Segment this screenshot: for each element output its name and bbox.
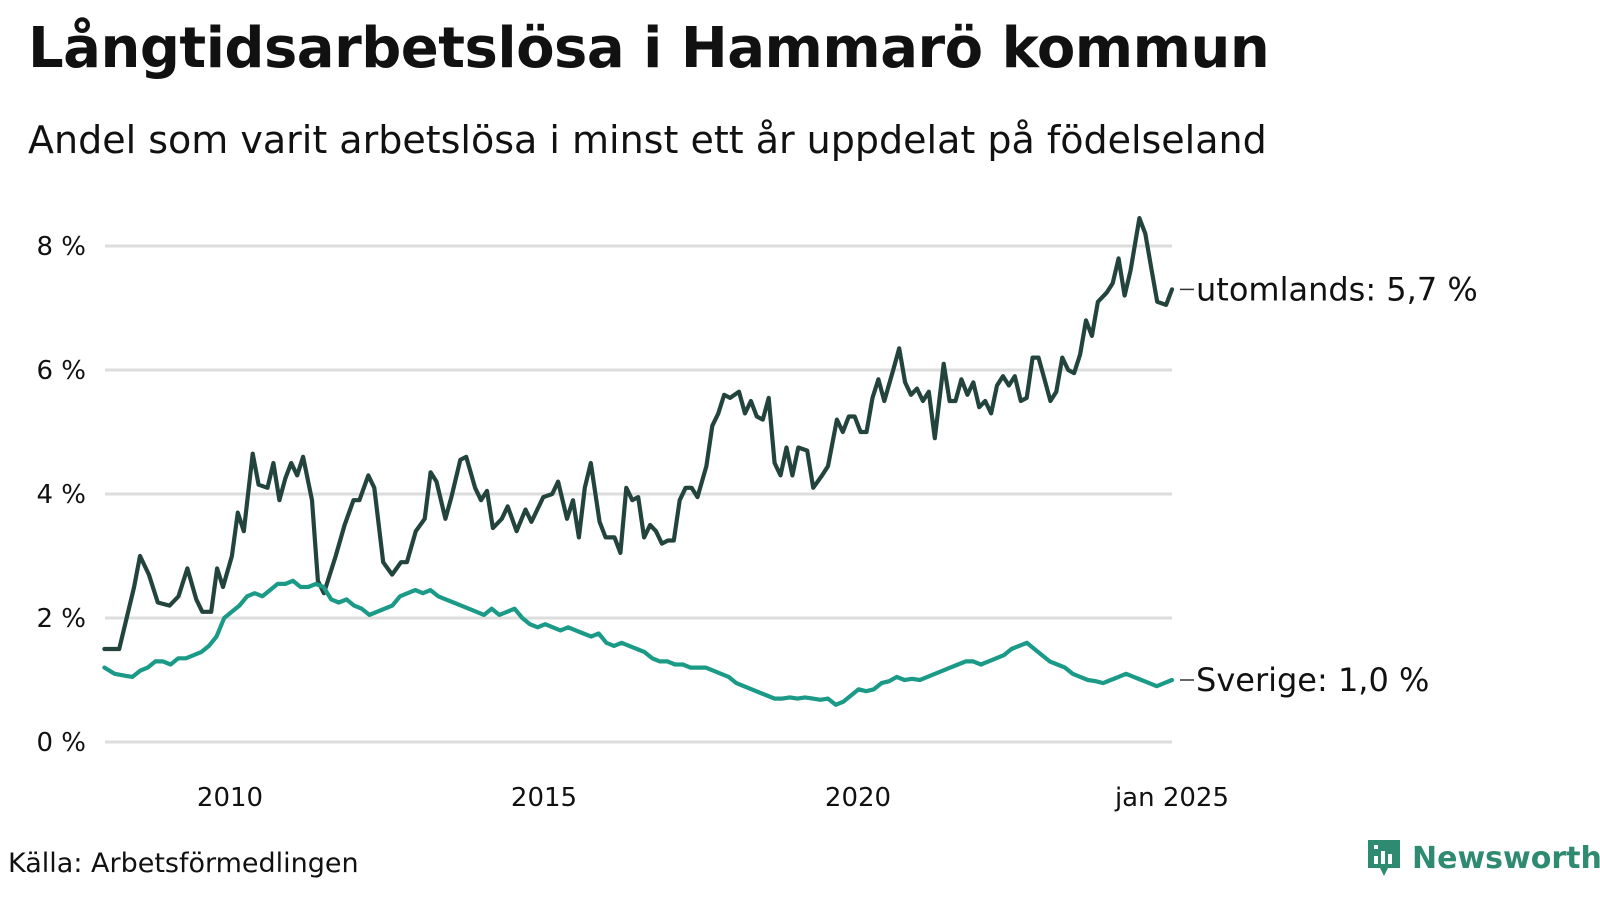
x-tick-label: 2020 <box>825 783 891 813</box>
series-label-sverige: Sverige: 1,0 % <box>1196 661 1429 699</box>
series-label-utomlands: utomlands: 5,7 % <box>1196 270 1478 308</box>
brand-name: Newsworthy <box>1412 840 1600 876</box>
y-tick-label: 4 % <box>36 480 86 510</box>
series-line-utomlands <box>102 216 1175 652</box>
chart-title: Långtidsarbetslösa i Hammarö kommun <box>28 16 1270 81</box>
y-tick-label: 8 % <box>36 232 86 262</box>
series-line-sverige <box>102 578 1175 707</box>
x-tick-label: 2010 <box>197 783 263 813</box>
newsworthy-icon <box>1368 840 1400 876</box>
x-tick-label: jan 2025 <box>1114 783 1229 813</box>
y-tick-label: 0 % <box>36 728 86 758</box>
newsworthy-logo: Newsworthy <box>1366 838 1600 878</box>
chart-subtitle: Andel som varit arbetslösa i minst ett å… <box>28 118 1267 162</box>
x-tick-label: 2015 <box>511 783 577 813</box>
source-note: Källa: Arbetsförmedlingen <box>8 848 359 879</box>
y-tick-label: 6 % <box>36 356 86 386</box>
y-tick-label: 2 % <box>36 604 86 634</box>
